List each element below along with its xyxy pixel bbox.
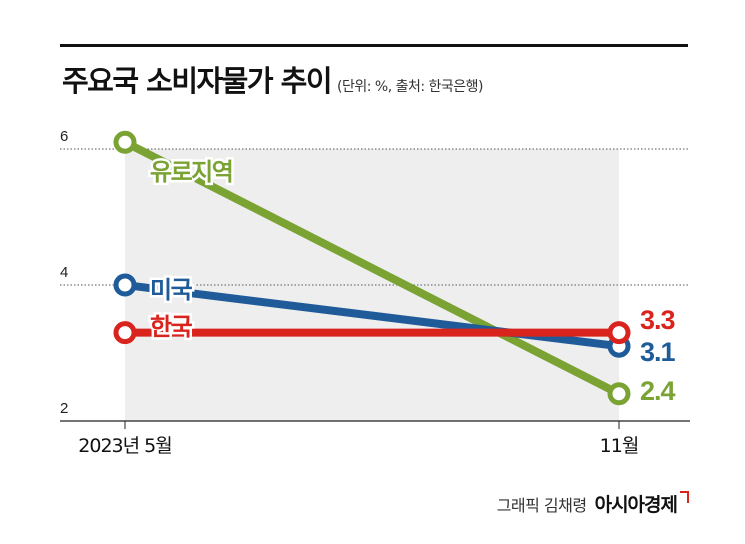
y-tick-label: 6 <box>60 128 68 145</box>
data-point <box>113 321 137 345</box>
gridlines <box>60 148 690 286</box>
data-point <box>607 321 631 345</box>
series-name-label: 유로지역 <box>150 158 232 186</box>
top-rule <box>60 44 688 47</box>
y-axis-ticks: 2 4 6 <box>60 128 68 417</box>
x-axis-ticks: 2023년 5월 11월 <box>78 421 639 457</box>
data-point <box>113 273 137 297</box>
footer-credit: 그래픽 김채령 아시아경제 <box>497 490 689 517</box>
x-tick-label: 11월 <box>600 435 639 457</box>
data-point <box>607 382 631 406</box>
title-block: 주요국 소비자물가 추이 (단위: %, 출처: 한국은행) <box>62 58 484 100</box>
brand-mark-icon <box>680 491 689 503</box>
end-value-label: 3.3 <box>640 305 676 335</box>
end-value-label: 2.4 <box>640 376 676 406</box>
x-tick-label: 2023년 5월 <box>78 435 171 457</box>
series-name-label: 한국 <box>150 313 193 341</box>
series-name-label: 미국 <box>150 276 193 304</box>
chart-title: 주요국 소비자물가 추이 <box>62 64 333 98</box>
y-tick-label: 4 <box>60 264 68 281</box>
brand-logo-text: 아시아경제 <box>594 494 678 516</box>
data-point <box>113 130 137 154</box>
chart-subtitle: (단위: %, 출처: 한국은행) <box>337 79 484 95</box>
series-labels: 유로지역 2.4 미국 3.1 한국 3.3 <box>148 156 677 407</box>
series-lines <box>113 130 631 406</box>
end-value-label: 3.1 <box>640 337 676 367</box>
graphic-credit: 그래픽 김채령 <box>496 496 587 515</box>
y-tick-label: 2 <box>60 400 68 417</box>
series-line <box>121 138 623 398</box>
